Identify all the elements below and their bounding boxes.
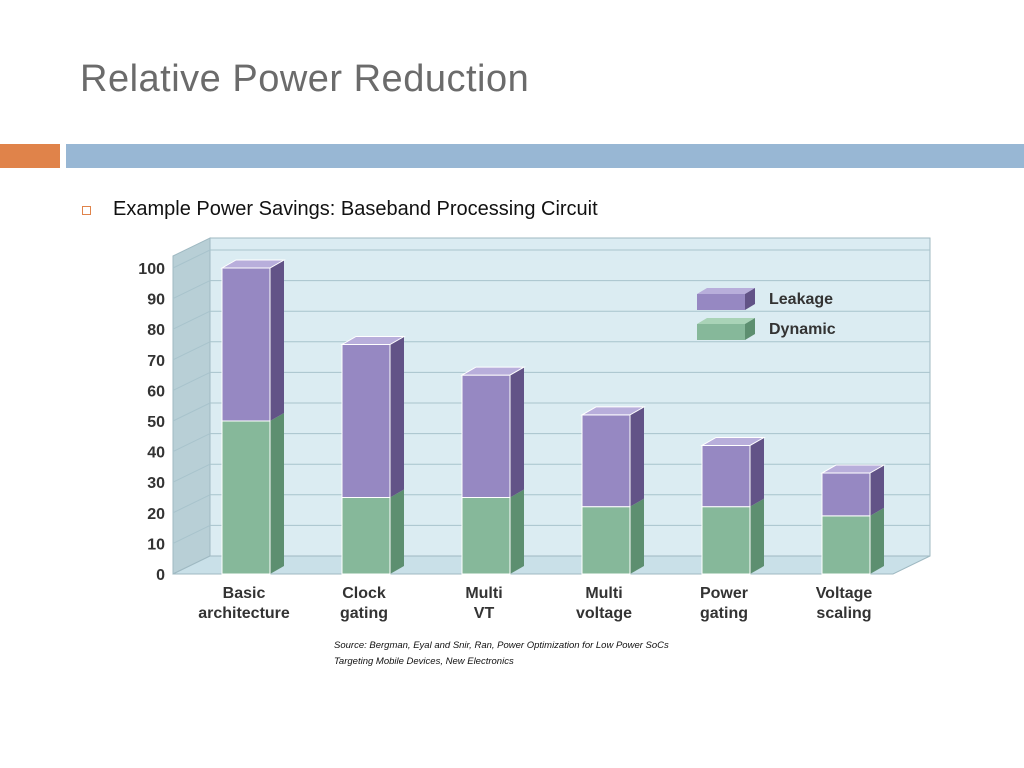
gridline-side xyxy=(172,402,211,422)
source-citation: Source: Bergman, Eyal and Snir, Ran, Pow… xyxy=(334,638,669,670)
bar-dynamic xyxy=(581,506,631,575)
gridline-side xyxy=(172,433,211,453)
gridline-side xyxy=(172,249,211,269)
bullet-text: Example Power Savings: Baseband Processi… xyxy=(113,198,598,220)
bar-leakage xyxy=(341,344,391,498)
bar-top xyxy=(580,406,646,416)
bar-side-dynamic xyxy=(390,489,404,574)
gridline-side xyxy=(172,371,211,391)
bar-leakage xyxy=(701,444,751,508)
bar-leakage xyxy=(461,374,511,499)
gridline-side xyxy=(172,341,211,361)
bar-top xyxy=(820,464,886,474)
legend-swatch-side-leakage xyxy=(745,288,755,310)
y-tick-label: 20 xyxy=(147,506,165,523)
gridline-side xyxy=(172,310,211,330)
page-title: Relative Power Reduction xyxy=(80,58,530,100)
bar-side-leakage xyxy=(870,465,884,516)
gridline-side xyxy=(172,463,211,483)
bar-dynamic xyxy=(221,420,271,575)
accent-bar-orange xyxy=(0,144,60,168)
chart-floor xyxy=(172,555,931,575)
x-tick-label: Multi VT xyxy=(465,585,502,622)
bullet-item: Example Power Savings: Baseband Processi… xyxy=(82,198,598,221)
y-tick-label: 50 xyxy=(147,414,165,431)
y-tick-label: 70 xyxy=(147,353,165,370)
bar-side-dynamic xyxy=(630,498,644,574)
y-tick-label: 30 xyxy=(147,475,165,492)
legend-swatch-side-dynamic xyxy=(745,318,755,340)
source-line-1: Source: Bergman, Eyal and Snir, Ran, Pow… xyxy=(334,640,669,651)
bar-side-dynamic xyxy=(750,498,764,574)
bar-top xyxy=(700,436,766,446)
bar-side-leakage xyxy=(270,260,284,421)
legend-label-leakage: Leakage xyxy=(769,291,833,308)
gridline-side xyxy=(172,494,211,514)
accent-bar-blue xyxy=(66,144,1024,168)
bar-leakage xyxy=(821,472,871,517)
legend-swatch-dynamic xyxy=(697,324,745,340)
bar-dynamic xyxy=(461,497,511,575)
legend-label-dynamic: Dynamic xyxy=(769,321,836,338)
legend-swatch-top-leakage xyxy=(697,288,755,294)
bar-top xyxy=(340,336,406,345)
legend-swatch-top-dynamic xyxy=(697,318,755,324)
legend-swatch-leakage xyxy=(697,294,745,310)
gridline-side xyxy=(172,524,211,544)
x-tick-label: Clock gating xyxy=(340,585,388,622)
x-tick-label: Basic architecture xyxy=(198,585,290,622)
square-bullet-icon xyxy=(82,206,91,215)
bar-side-dynamic xyxy=(510,489,524,574)
y-tick-label: 60 xyxy=(147,383,165,400)
bar-leakage xyxy=(581,414,631,508)
bar-side-leakage xyxy=(750,437,764,507)
y-tick-label: 10 xyxy=(147,536,165,553)
bar-side-leakage xyxy=(630,406,644,507)
bar-side-leakage xyxy=(390,336,404,498)
bar-side-leakage xyxy=(510,367,524,498)
bar-dynamic xyxy=(821,515,871,575)
bar-dynamic xyxy=(701,506,751,575)
bar-top xyxy=(220,259,286,269)
x-tick-label: Power gating xyxy=(700,585,748,622)
y-tick-label: 0 xyxy=(156,567,165,584)
y-tick-label: 80 xyxy=(147,322,165,339)
y-tick-label: 90 xyxy=(147,292,165,309)
x-tick-label: Multi voltage xyxy=(576,585,632,622)
x-tick-label: Voltage scaling xyxy=(816,585,873,622)
bar-leakage xyxy=(221,267,271,422)
bar-dynamic xyxy=(341,497,391,575)
bar-top xyxy=(460,366,526,376)
gridline-side xyxy=(172,280,211,300)
y-tick-label: 40 xyxy=(147,445,165,462)
bar-side-dynamic xyxy=(270,413,284,574)
bar-side-dynamic xyxy=(870,507,884,574)
chart-back-wall xyxy=(209,237,931,557)
y-tick-label: 100 xyxy=(138,261,165,278)
source-line-2: Targeting Mobile Devices, New Electronic… xyxy=(334,656,514,667)
